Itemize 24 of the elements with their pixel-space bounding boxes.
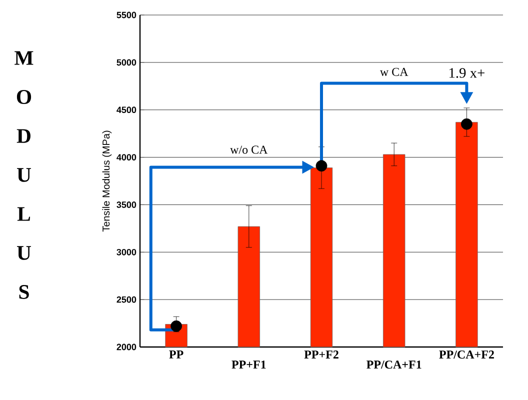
- y-tick-label: 5000: [116, 59, 136, 66]
- y-tick-label: 4500: [116, 106, 136, 114]
- y-tick-label: 3000: [116, 248, 136, 256]
- text: U: [17, 168, 31, 182]
- x-tick-label: PP+F1: [232, 360, 266, 369]
- x-tick-label: PP/CA+F1: [366, 360, 422, 369]
- y-axis-title: Tensile Modulus (MPa): [102, 130, 112, 232]
- y-tick-label: 2000: [116, 344, 136, 350]
- y-tick-label: 4000: [116, 154, 136, 160]
- annotation: w/o CA: [230, 146, 268, 154]
- x-tick-label: PP/CA+F2: [439, 350, 494, 359]
- text: D: [16, 129, 30, 143]
- y-tick-label: 2500: [116, 296, 136, 303]
- text: O: [16, 90, 32, 104]
- annotation: 1.9 x+: [450, 68, 484, 78]
- y-tick-label: 3500: [116, 202, 136, 208]
- y-tick-label: 5500: [116, 12, 136, 18]
- text: L: [17, 207, 30, 221]
- x-tick-label: PP: [169, 350, 184, 358]
- text: M: [14, 51, 34, 65]
- text: U: [17, 246, 31, 260]
- annotation: w CA: [380, 68, 408, 76]
- text: S: [19, 285, 29, 299]
- x-tick-label: PP+F2: [304, 350, 338, 358]
